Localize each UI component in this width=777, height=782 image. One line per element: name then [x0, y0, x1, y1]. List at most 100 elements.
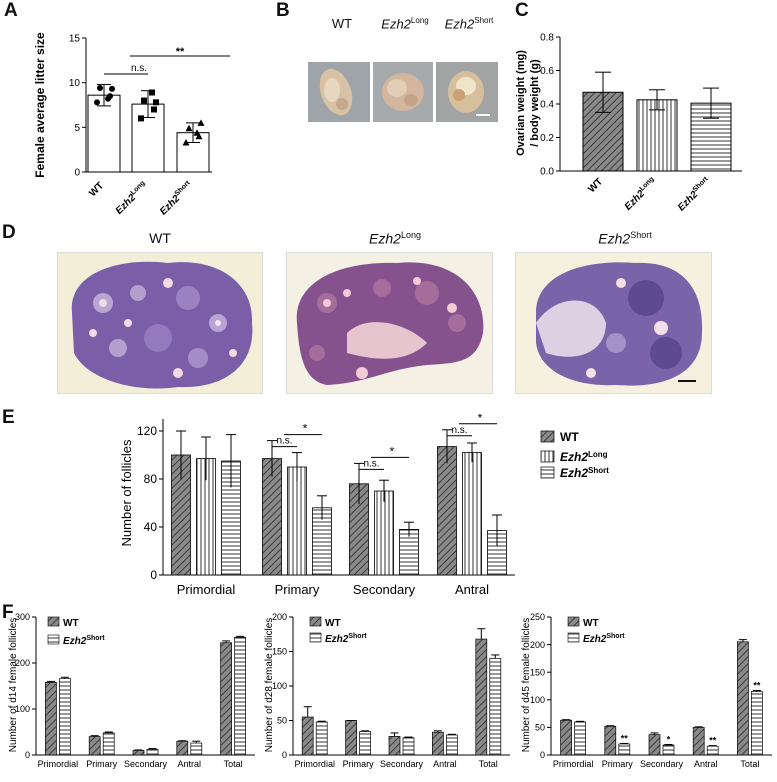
chart-f-d14-ytick-label-2: 200	[15, 658, 30, 668]
chart-f-d45-bar-0-0	[560, 719, 572, 756]
chart-a-point-2-3	[193, 129, 201, 136]
panel-d-label-short: Ezh2Short	[598, 230, 652, 247]
chart-f-d45-ytick-label-4: 200	[530, 640, 545, 650]
chart-f-d14-bar-3-1	[190, 742, 203, 756]
chart-e-xtick-1: Primary	[275, 582, 320, 597]
chart-c-ytick-label-4: 0.8	[540, 33, 554, 44]
chart-a-ytick-label-1: 5	[74, 123, 80, 134]
chart-f: 0 100 200 300 Primordial Primary Secondary Antr…	[8, 612, 772, 769]
ovary-photo-short	[436, 62, 498, 122]
chart-a-bar-0	[87, 94, 121, 173]
chart-f-d28-xtick-0: Primordial	[294, 759, 335, 769]
chart-f-d14-xtick-0: Primordial	[38, 759, 79, 769]
chart-e-bar-3-0	[437, 446, 457, 576]
chart-a-ytick-label-2: 10	[69, 78, 81, 89]
panel-d-label-wt: WT	[149, 230, 171, 246]
legend-f3-wt: WT	[583, 618, 599, 629]
chart-f-d45-ylabel: Number of d45 female follicles	[521, 618, 532, 753]
legend-f2-swatch-wt	[309, 616, 322, 627]
chart-f-d45-bar-2-0	[648, 734, 661, 756]
chart-f-d28-bar-3-1	[446, 734, 458, 756]
chart-f-d14-xtick-3: Antral	[178, 759, 202, 769]
chart-e-xtick-0: Primordial	[177, 582, 236, 597]
chart-f-d14-xtick-4: Total	[224, 759, 243, 769]
chart-f-d28-xtick-2: Secondary	[380, 759, 424, 769]
chart-c-xtick-long: Ezh2Long	[622, 176, 659, 213]
legend-f2-short: Ezh2Short	[325, 633, 367, 645]
chart-f-d14-bar-1-0	[88, 736, 101, 756]
chart-a-point-1-3	[149, 89, 155, 96]
chart-f-d28-ytick-label-1: 50	[277, 716, 287, 726]
chart-e-bar-3-1	[462, 452, 482, 576]
chart-e-bar-1-1	[287, 466, 307, 576]
chart-e-ylabel: Number of follicles	[119, 439, 134, 546]
legend-e-swatch-wt	[540, 430, 555, 443]
chart-a-point-0-2	[97, 85, 103, 92]
chart-a-sig-ns: n.s.	[131, 63, 147, 74]
chart-f-d14-bar-2-0	[132, 750, 145, 756]
chart-f-d45-xtick-3: Antral	[694, 759, 718, 769]
chart-f-d14-ytick-label-0: 0	[25, 750, 30, 760]
chart-f-d28-bar-0-1	[315, 721, 328, 756]
chart-c-ylabel-2: / body weight (g)	[529, 59, 541, 147]
chart-f-d28-bar-4-0	[475, 638, 488, 756]
chart-a-point-0-4	[109, 85, 115, 92]
panel-letter-e: E	[2, 407, 15, 428]
chart-f-d28-bar-1-0	[345, 720, 357, 756]
chart-f-d45-ytick-label-3: 150	[530, 667, 545, 677]
chart-c-xtick-short: Ezh2Short	[676, 175, 710, 213]
chart-f-d14-bar-4-1	[234, 636, 246, 756]
chart-a-point-0-3	[105, 95, 111, 102]
chart-a-point-2-0	[182, 139, 190, 146]
chart-e-sig-star-1: *	[303, 422, 308, 436]
chart-e-xtick-2: Secondary	[353, 582, 416, 597]
panel-b-label-long: Ezh2Long	[381, 16, 429, 32]
chart-a-point-1-4	[153, 99, 159, 106]
panel-b-label-short: Ezh2Short	[444, 16, 494, 32]
chart-e-ytick-label-3: 120	[137, 424, 157, 438]
chart-f-d45-xtick-0: Primordial	[553, 759, 594, 769]
chart-c-ytick-label-1: 0.2	[540, 133, 554, 144]
chart-f-d45-sig-3: **	[709, 736, 717, 746]
chart-f-d45-bar-3-0	[692, 727, 705, 756]
chart-f-d45-xtick-1: Primary	[602, 759, 633, 769]
chart-f-d45-bar-3-1	[706, 745, 719, 756]
histology-wt	[57, 252, 263, 394]
chart-f-d28-bar-2-1	[402, 737, 415, 756]
chart-e-sig-star-2: *	[390, 444, 395, 458]
chart-f-d28-xtick-3: Antral	[433, 759, 457, 769]
chart-f-d28-bar-1-1	[359, 731, 371, 756]
legend-e-long: Ezh2Long	[560, 450, 608, 464]
chart-a-xtick-wt: WT	[87, 180, 106, 199]
chart-e-sig-ns-2: n.s.	[363, 458, 379, 469]
legend-f1-swatch-short	[47, 634, 60, 645]
chart-a: 0 5 10 15 Female average litter size n.s. *…	[33, 32, 230, 215]
panel-letter-c: C	[515, 0, 529, 21]
chart-f-d14-bar-4-0	[220, 642, 232, 756]
chart-f-d45-sig-1: **	[621, 733, 629, 743]
legend-f3-swatch-wt	[567, 616, 580, 627]
chart-f-d45-xtick-2: Secondary	[640, 759, 684, 769]
chart-c-xtick-wt: WT	[586, 176, 605, 195]
legend-f3-short: Ezh2Short	[583, 633, 625, 645]
chart-f-d28-xtick-4: Total	[479, 759, 498, 769]
svg-text:Ezh2Long: Ezh2Long	[622, 176, 659, 213]
histology-long	[286, 252, 493, 394]
chart-f-d45-ytick-label-0: 0	[540, 750, 545, 760]
chart-f-d45-bar-4-0	[737, 641, 749, 756]
chart-e-ytick-label-1: 40	[144, 520, 158, 534]
chart-c-ytick-label-2: 0.4	[540, 100, 554, 111]
chart-e-bar-2-1	[374, 490, 394, 576]
chart-c-bar-1	[636, 99, 678, 172]
chart-f-d45-bar-0-1	[574, 721, 586, 756]
panel-letter-a: A	[4, 0, 18, 21]
chart-a-ylabel: Female average litter size	[33, 32, 47, 178]
chart-a-point-2-1	[195, 132, 203, 140]
chart-f-d14-bar-0-1	[59, 678, 71, 756]
chart-f-d14-ytick-label-1: 100	[15, 704, 30, 714]
chart-f-d28-ytick-label-2: 100	[272, 681, 287, 691]
panel-d-label-long: Ezh2Long	[369, 230, 421, 247]
chart-c: 0.0 0.2 0.4 0.6 0.8 Ovarian weight (mg) / bo…	[515, 33, 742, 214]
chart-f-d45-bar-4-1	[751, 691, 763, 756]
chart-f-d28-ytick-label-3: 150	[272, 647, 287, 657]
